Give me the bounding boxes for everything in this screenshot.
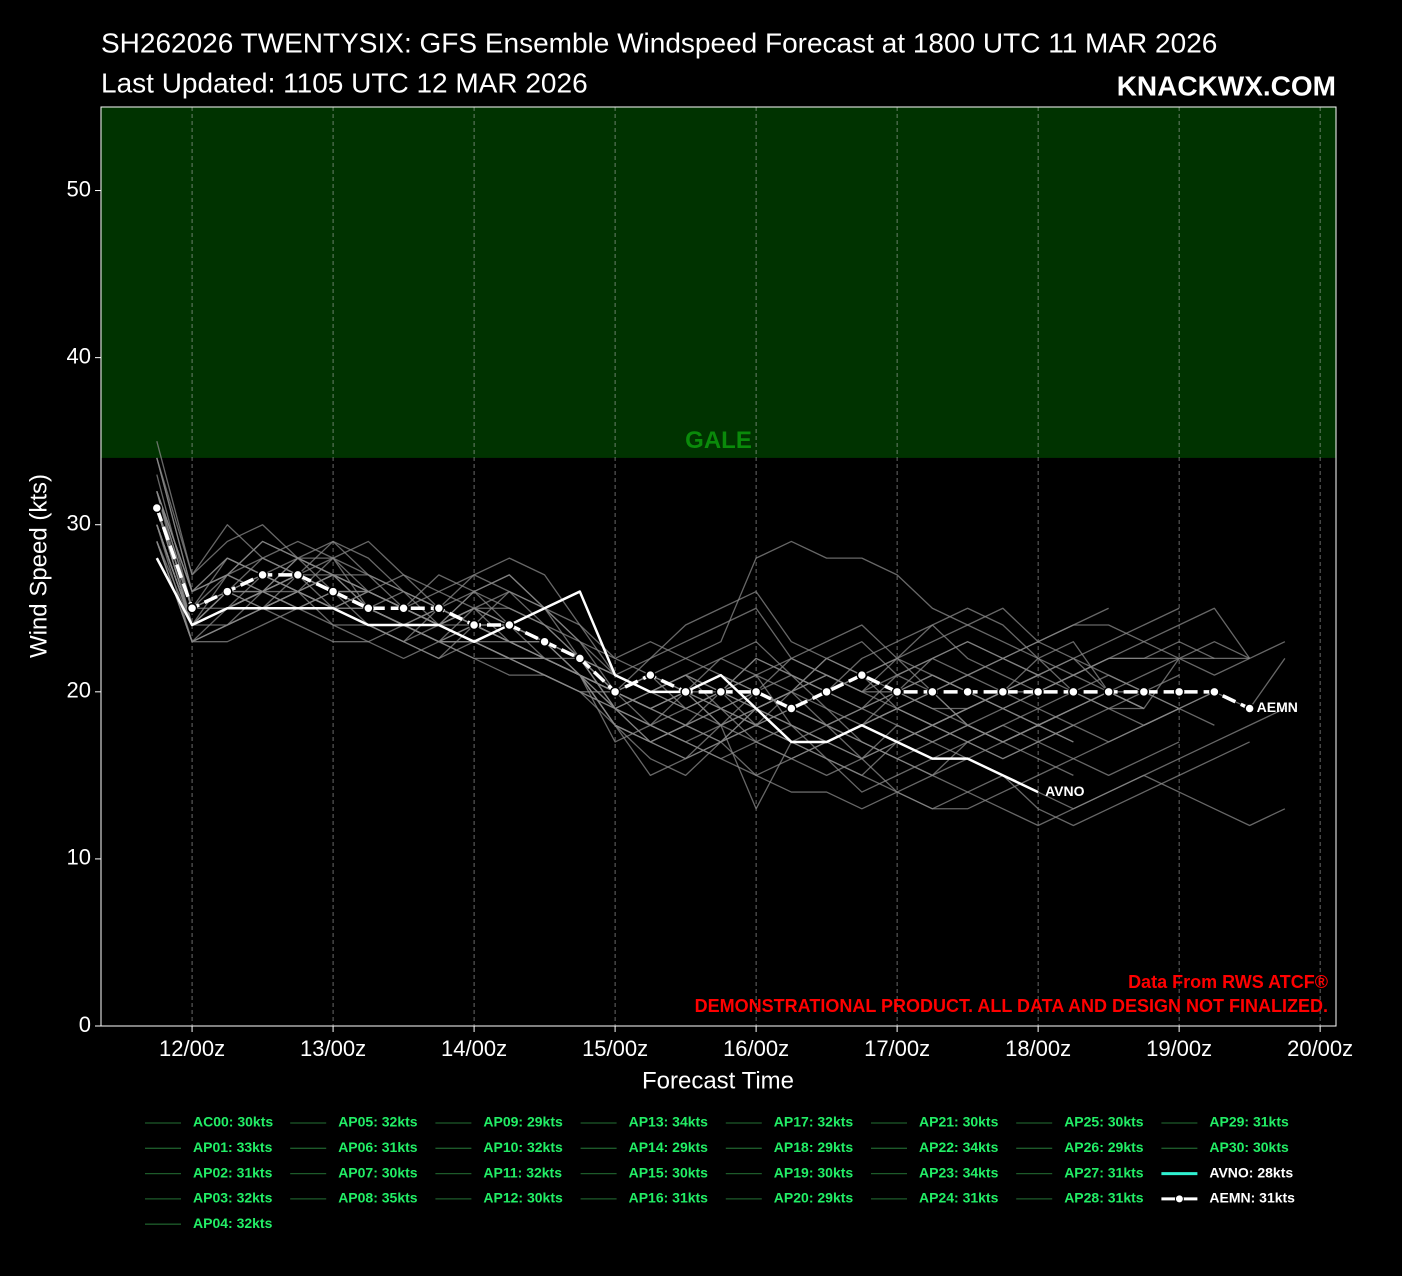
point: [856, 669, 868, 681]
legend-label: AP18: 29kts: [774, 1139, 854, 1155]
legend-label: AP24: 31kts: [919, 1190, 999, 1206]
chart-title: SH262026 TWENTYSIX: GFS Ensemble Windspe…: [101, 27, 1217, 58]
x-axis-label: Forecast Time: [642, 1067, 794, 1094]
point: [927, 686, 938, 698]
point: [504, 619, 515, 631]
x-tick-label: 20/00z: [1287, 1036, 1353, 1061]
point: [680, 686, 691, 698]
legend-label: AP02: 31kts: [193, 1164, 273, 1180]
end-label: AVNO: [1045, 783, 1085, 799]
y-tick-label: 30: [67, 511, 91, 536]
disclaimer: DEMONSTRATIONAL PRODUCT. ALL DATA AND DE…: [695, 996, 1328, 1016]
point: [750, 686, 762, 698]
plot-frame: [100, 106, 1337, 1027]
legend-label: AP04: 32kts: [193, 1215, 273, 1231]
x-tick-label: 15/00z: [582, 1036, 648, 1061]
legend-label: AP08: 35kts: [338, 1190, 418, 1206]
point: [645, 669, 656, 681]
point: [186, 603, 198, 614]
y-axis-label: Wind Speed (kts): [25, 474, 52, 658]
legend-label: AP28: 31kts: [1064, 1190, 1144, 1206]
y-tick-label: 10: [67, 845, 91, 870]
point: [786, 703, 797, 714]
band-label: GALE: [685, 427, 752, 454]
plot-area: GALE 12/00z 13/00z 14/00z 15/00z 16/00z 17/00z…: [67, 106, 1353, 1061]
legend-label: AP20: 29kts: [774, 1190, 854, 1206]
y-tick-label: 20: [67, 678, 91, 703]
legend-label: AP06: 31kts: [338, 1139, 418, 1155]
source-note: Data From RWS ATCF®: [1128, 972, 1328, 992]
y-tick-label: 40: [67, 343, 91, 368]
threshold-band: [101, 107, 1336, 458]
x-tick-label: 17/00z: [864, 1036, 930, 1061]
legend-label: AVNO: 28kts: [1209, 1164, 1293, 1180]
series-line: [155, 557, 1039, 794]
point: [1138, 686, 1150, 698]
point: [821, 686, 832, 698]
y-tick-label: 0: [79, 1012, 91, 1037]
series-line: [155, 507, 1251, 711]
legend-label: AP11: 32kts: [483, 1164, 562, 1180]
legend-label: AP30: 30kts: [1209, 1139, 1289, 1155]
legend-label: AP16: 31kts: [629, 1190, 709, 1206]
legend-label: AP25: 30kts: [1064, 1114, 1144, 1130]
legend-marker: [1174, 1194, 1184, 1204]
legend-label: AP23: 34kts: [919, 1164, 999, 1180]
x-tick-label: 16/00z: [723, 1036, 789, 1061]
x-tick-label: 19/00z: [1146, 1036, 1212, 1061]
point: [292, 569, 304, 581]
point: [891, 686, 903, 698]
point: [997, 686, 1009, 698]
point: [1103, 686, 1114, 698]
point: [433, 603, 445, 614]
x-tick-label: 14/00z: [441, 1036, 507, 1061]
legend-label: AP12: 30kts: [483, 1190, 563, 1206]
legend-label: AP29: 31kts: [1209, 1114, 1289, 1130]
legend-label: AEMN: 31kts: [1209, 1190, 1295, 1206]
legend-label: AP17: 32kts: [774, 1114, 854, 1130]
point: [539, 636, 550, 647]
point: [962, 686, 973, 698]
x-tick-label: 18/00z: [1005, 1036, 1071, 1061]
legend-label: AP01: 33kts: [193, 1139, 273, 1155]
point: [151, 502, 163, 514]
legend-label: AP05: 32kts: [338, 1114, 418, 1130]
point: [1068, 686, 1079, 698]
point: [1244, 703, 1255, 714]
y-tick-label: 50: [67, 176, 91, 201]
end-label: AEMN: [1257, 699, 1298, 715]
legend-label: AP26: 29kts: [1064, 1139, 1144, 1155]
brand: KNACKWX.COM: [1117, 70, 1336, 101]
legend-label: AP22: 34kts: [919, 1139, 999, 1155]
point: [363, 603, 374, 614]
legend-label: AP07: 30kts: [338, 1164, 418, 1180]
legend-label: AP09: 29kts: [483, 1114, 563, 1130]
x-tick-label: 13/00z: [300, 1036, 366, 1061]
legend-label: AP10: 32kts: [483, 1139, 563, 1155]
point: [609, 686, 621, 698]
point: [715, 686, 727, 698]
x-tick-label: 12/00z: [159, 1036, 225, 1061]
legend-label: AC00: 30kts: [193, 1114, 273, 1130]
member-line: [156, 507, 1145, 710]
legend-label: AP13: 34kts: [629, 1114, 709, 1130]
point: [574, 653, 586, 664]
point: [257, 569, 268, 581]
legend-label: AP03: 32kts: [193, 1190, 273, 1206]
legend-label: AP27: 31kts: [1064, 1164, 1144, 1180]
legend-label: AP14: 29kts: [629, 1139, 709, 1155]
chart-subtitle: Last Updated: 1105 UTC 12 MAR 2026: [101, 67, 588, 98]
point: [327, 586, 339, 597]
legend-label: AP15: 30kts: [629, 1164, 709, 1180]
legend-label: AP19: 30kts: [774, 1164, 854, 1180]
point: [398, 603, 409, 614]
point: [222, 586, 233, 597]
point: [1032, 686, 1044, 698]
point: [1173, 686, 1185, 698]
point: [1209, 686, 1220, 698]
legend-label: AP21: 30kts: [919, 1114, 999, 1130]
point: [468, 619, 480, 631]
